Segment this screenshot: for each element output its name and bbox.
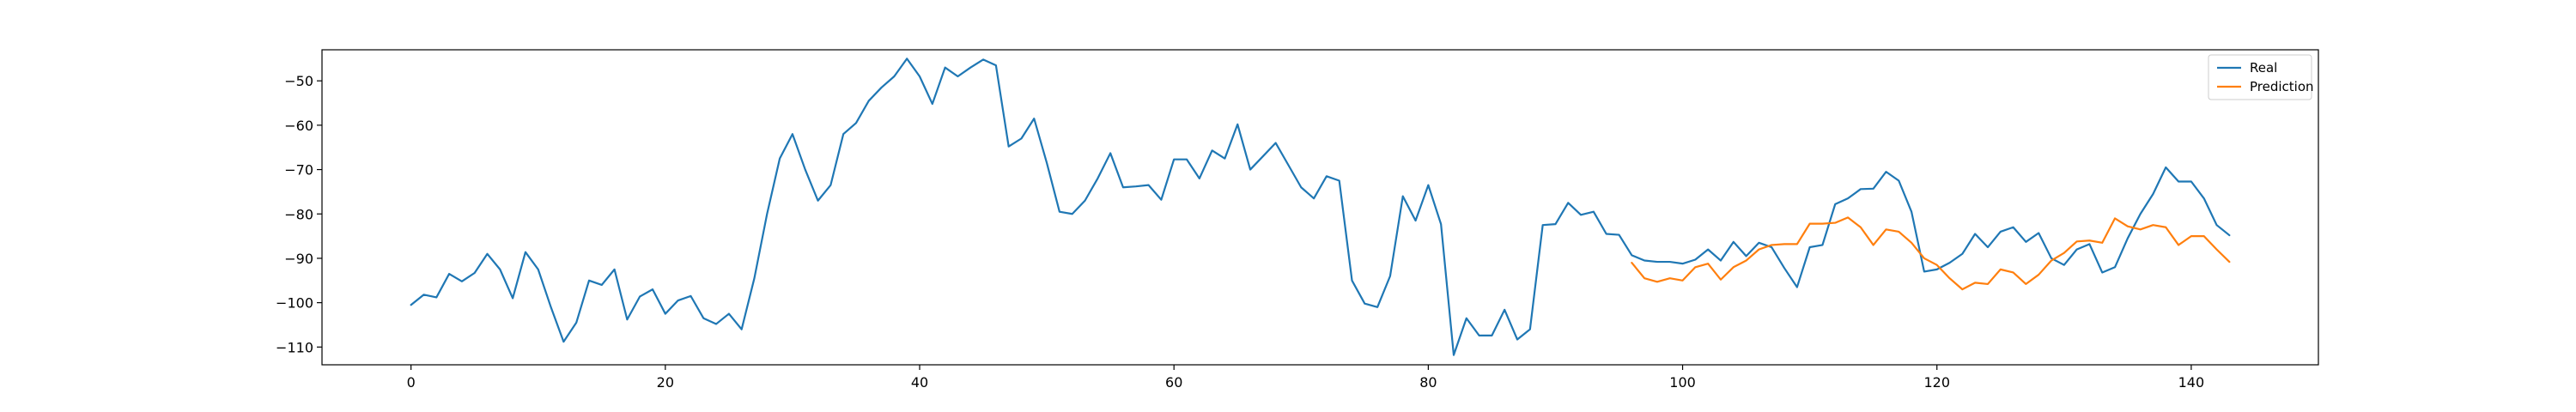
x-tick-label: 0 — [407, 374, 416, 391]
x-tick-label: 60 — [1165, 374, 1182, 391]
axes-layer: 0 20 40 60 80 100 120 140 −50 −60 −70 −80 −90 −100 −11… — [276, 49, 2319, 391]
y-tick-label: −90 — [284, 251, 313, 267]
x-tick-label: 80 — [1419, 374, 1437, 391]
y-tick-label: −70 — [284, 162, 313, 179]
x-tick-label: 100 — [1669, 374, 1696, 391]
y-tick-label: −60 — [284, 118, 313, 134]
x-tick-label: 20 — [657, 374, 674, 391]
x-tick-label: 140 — [2178, 374, 2205, 391]
y-tick-label: −110 — [276, 339, 313, 355]
series-line-prediction — [1631, 216, 2231, 291]
y-tick-label: −50 — [284, 73, 313, 89]
plot-frame — [321, 49, 2319, 366]
legend-label-real: Real — [2250, 60, 2277, 76]
y-tick-label: −100 — [276, 295, 313, 312]
series-layer — [410, 58, 2231, 356]
legend: Real Prediction — [2208, 54, 2314, 100]
legend-box — [2208, 54, 2312, 100]
y-tick-label: −80 — [284, 206, 313, 222]
legend-label-prediction: Prediction — [2250, 79, 2314, 94]
x-tick-label: 40 — [911, 374, 928, 391]
x-tick-label: 120 — [1923, 374, 1950, 391]
series-line-real — [410, 58, 2231, 356]
